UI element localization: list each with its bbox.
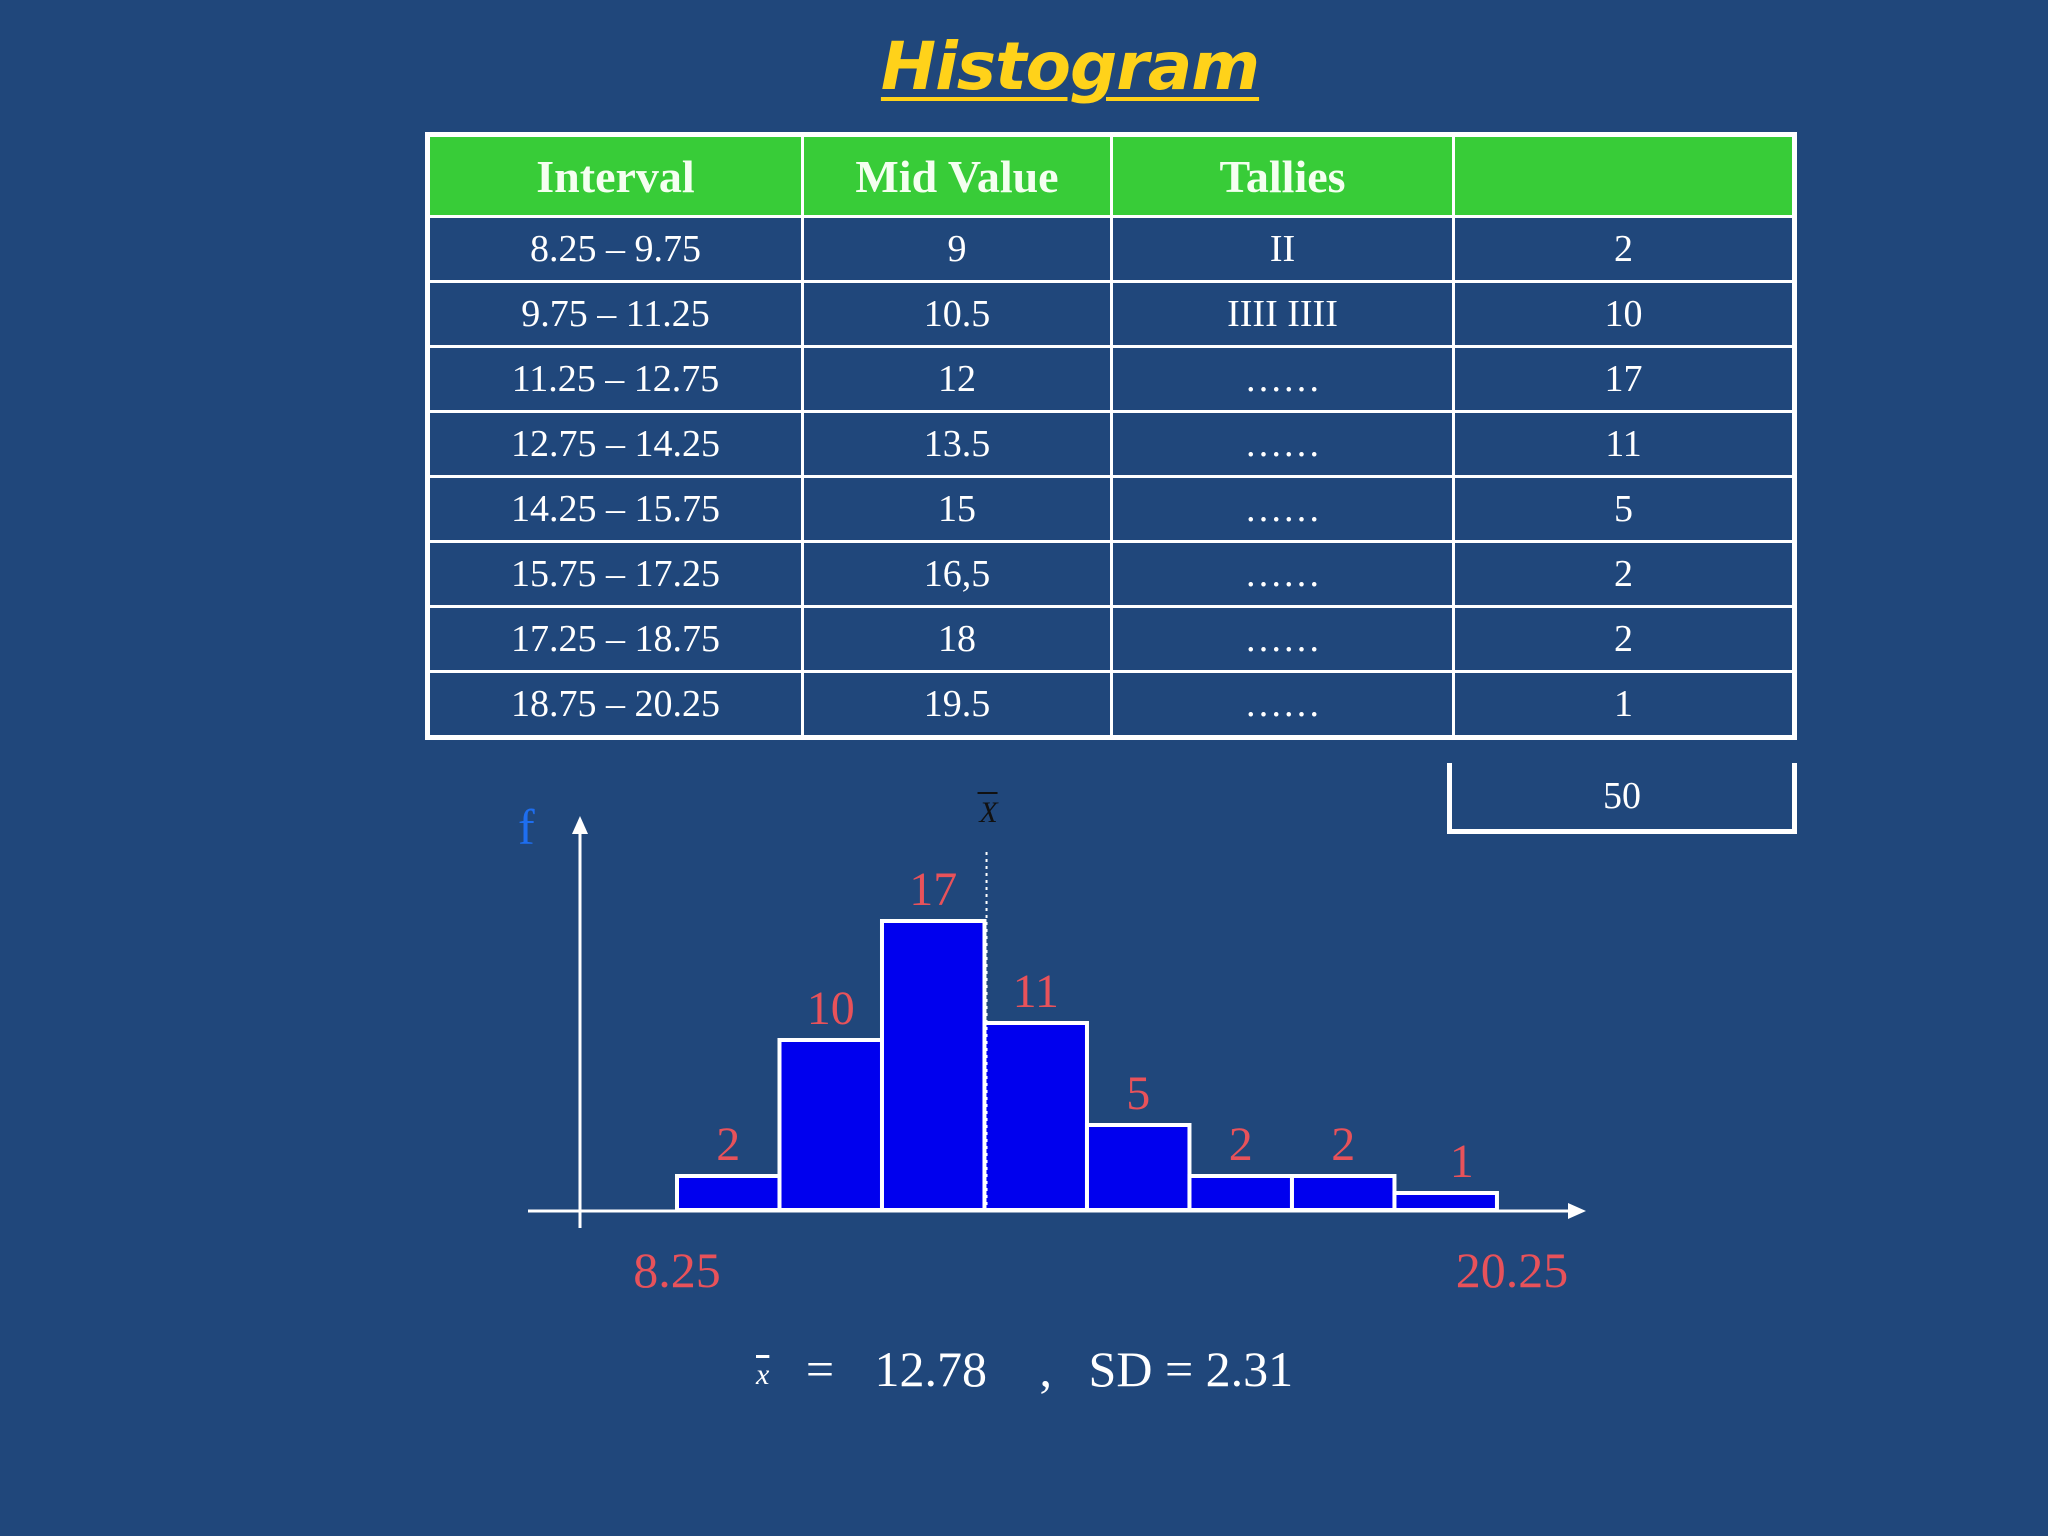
- sd-value: SD = 2.31: [1088, 1341, 1294, 1397]
- frequency-cell: 2: [1452, 540, 1796, 608]
- mid-value-cell: 12: [801, 345, 1113, 413]
- bar-data-label: 1: [1450, 1135, 1474, 1188]
- tallies-cell: ……: [1110, 540, 1455, 608]
- tallies-cell: ……: [1110, 670, 1455, 739]
- frequency-cell: 5: [1452, 475, 1796, 543]
- interval-cell: 17.25 – 18.75: [426, 605, 804, 673]
- histogram-bar: [1084, 1123, 1192, 1212]
- mid-value-cell: 15: [801, 475, 1113, 543]
- y-axis-arrow-icon: [572, 816, 588, 834]
- bar-data-label: 2: [1229, 1118, 1253, 1171]
- y-axis-label: f: [518, 799, 535, 855]
- tallies-cell: ……: [1110, 605, 1455, 673]
- table-row: 15.75 – 17.25 16,5…… 2: [426, 540, 1796, 608]
- frequency-cell: 2: [1452, 215, 1796, 283]
- bar-data-label: 2: [1331, 1118, 1355, 1171]
- bar-data-label: 11: [1013, 965, 1059, 1018]
- histogram-bar: [675, 1174, 782, 1212]
- x-tick-label: 20.25: [1456, 1242, 1569, 1298]
- mid-value-cell: 10.5: [801, 280, 1113, 348]
- histogram-bar: [982, 1021, 1089, 1212]
- header-frequency: [1452, 133, 1796, 218]
- table-row: 11.25 – 12.75 12…… 17: [426, 345, 1796, 413]
- table-row: 12.75 – 14.25 13.5…… 11: [426, 410, 1796, 478]
- equals-sign: =: [805, 1341, 835, 1397]
- histogram-bar: [1289, 1174, 1397, 1212]
- table-row: 8.25 – 9.75 9 II 2: [426, 215, 1796, 283]
- frequency-table: Interval Mid Value Tallies 8.25 – 9.75 9 I…: [425, 132, 1797, 740]
- mid-value-cell: 13.5: [801, 410, 1113, 478]
- stats-separator: ,: [1039, 1341, 1053, 1397]
- mid-value-cell: 19.5: [801, 670, 1113, 739]
- table-row: 18.75 – 20.25 19.5…… 1: [426, 670, 1796, 739]
- interval-cell: 8.25 – 9.75: [426, 215, 804, 283]
- table-row: 14.25 – 15.75 15…… 5: [426, 475, 1796, 543]
- mid-value-cell: 16,5: [801, 540, 1113, 608]
- tallies-cell: IIII IIII: [1110, 280, 1455, 348]
- bar-data-label: 10: [807, 982, 855, 1035]
- interval-cell: 18.75 – 20.25: [426, 670, 804, 739]
- bar-data-label: 2: [716, 1118, 740, 1171]
- mean-value: 12.78: [874, 1341, 988, 1397]
- frequency-cell: 11: [1452, 410, 1796, 478]
- histogram-bar: [879, 919, 987, 1212]
- page-title: Histogram: [880, 28, 1260, 105]
- mean-line-label: X: [978, 796, 999, 829]
- summary-stats: x = 12.78 , SD = 2.31: [756, 1340, 1293, 1398]
- interval-cell: 12.75 – 14.25: [426, 410, 804, 478]
- bar-data-label: 5: [1126, 1067, 1150, 1120]
- histogram-bar: [777, 1038, 884, 1212]
- frequency-cell: 2: [1452, 605, 1796, 673]
- total-frequency-cell: 50: [1447, 763, 1797, 834]
- table-row: 9.75 – 11.25 10.5 IIII IIII 10: [426, 280, 1796, 348]
- tallies-cell: II: [1110, 215, 1455, 283]
- frequency-cell: 1: [1452, 670, 1796, 739]
- header-interval: Interval: [426, 133, 804, 218]
- frequency-cell: 17: [1452, 345, 1796, 413]
- table-row: 17.25 – 18.75 18…… 2: [426, 605, 1796, 673]
- interval-cell: 15.75 – 17.25: [426, 540, 804, 608]
- mid-value-cell: 18: [801, 605, 1113, 673]
- mid-value-cell: 9: [801, 215, 1113, 283]
- interval-cell: 9.75 – 11.25: [426, 280, 804, 348]
- tallies-cell: ……: [1110, 410, 1455, 478]
- interval-cell: 14.25 – 15.75: [426, 475, 804, 543]
- tallies-cell: ……: [1110, 345, 1455, 413]
- histogram-bar: [1392, 1191, 1499, 1212]
- tallies-cell: ……: [1110, 475, 1455, 543]
- x-axis-arrow-icon: [1568, 1203, 1586, 1219]
- x-tick-label: 8.25: [633, 1242, 721, 1298]
- histogram-bar: [1187, 1174, 1294, 1212]
- frequency-cell: 10: [1452, 280, 1796, 348]
- interval-cell: 11.25 – 12.75: [426, 345, 804, 413]
- header-mid-value: Mid Value: [801, 133, 1113, 218]
- table-header-row: Interval Mid Value Tallies: [426, 133, 1796, 218]
- bar-data-label: 17: [909, 863, 957, 916]
- header-tallies: Tallies: [1110, 133, 1455, 218]
- mean-symbol: x: [756, 1358, 770, 1391]
